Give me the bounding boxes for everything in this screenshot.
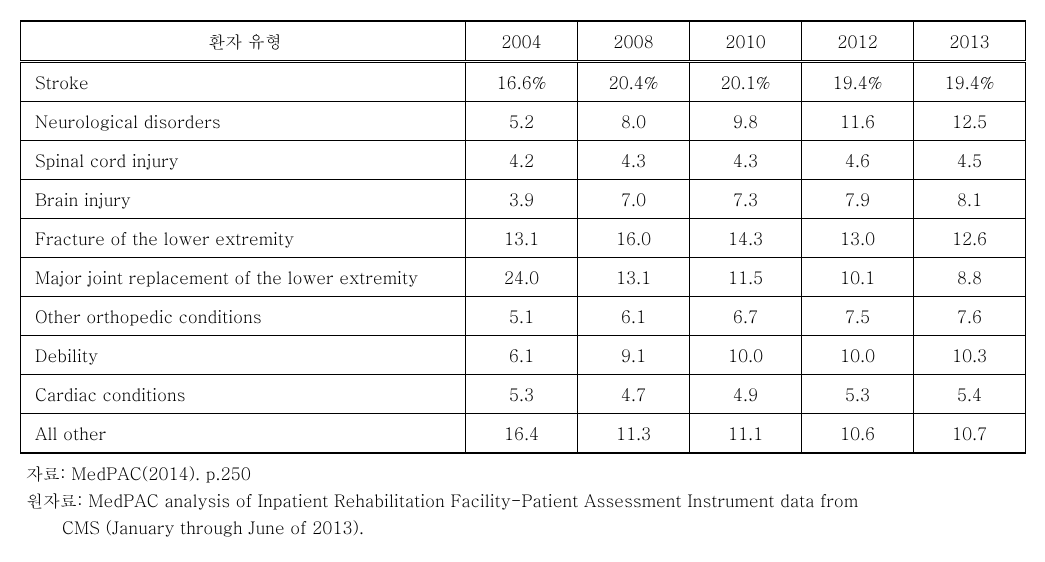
cell-value: 13.0 [802, 219, 914, 258]
cell-value: 11.5 [690, 258, 802, 297]
header-year: 2008 [578, 21, 690, 62]
cell-value: 8.1 [914, 180, 1026, 219]
cell-value: 10.0 [802, 336, 914, 375]
cell-value: 7.9 [802, 180, 914, 219]
row-label: Brain injury [21, 180, 466, 219]
cell-value: 12.6 [914, 219, 1026, 258]
cell-value: 20.1% [690, 62, 802, 102]
cell-value: 8.0 [578, 102, 690, 141]
table-row: Brain injury3.97.07.37.98.1 [21, 180, 1026, 219]
cell-value: 5.2 [466, 102, 578, 141]
table-row: Stroke16.6%20.4%20.1%19.4%19.4% [21, 62, 1026, 102]
cell-value: 5.4 [914, 375, 1026, 414]
cell-value: 11.6 [802, 102, 914, 141]
row-label: Spinal cord injury [21, 141, 466, 180]
table-row: Fracture of the lower extremity13.116.01… [21, 219, 1026, 258]
table-row: All other16.411.311.110.610.7 [21, 414, 1026, 454]
cell-value: 24.0 [466, 258, 578, 297]
cell-value: 11.3 [578, 414, 690, 454]
cell-value: 16.6% [466, 62, 578, 102]
cell-value: 10.3 [914, 336, 1026, 375]
header-year: 2010 [690, 21, 802, 62]
table-row: Major joint replacement of the lower ext… [21, 258, 1026, 297]
source-line: 원자료: MedPAC analysis of Inpatient Rehabi… [26, 487, 1025, 514]
row-label: Neurological disorders [21, 102, 466, 141]
source-notes: 자료: MedPAC(2014). p.250 원자료: MedPAC anal… [26, 460, 1025, 542]
source-line-indent: CMS (January through June of 2013). [26, 514, 1025, 541]
cell-value: 4.3 [690, 141, 802, 180]
cell-value: 4.2 [466, 141, 578, 180]
cell-value: 4.7 [578, 375, 690, 414]
cell-value: 7.0 [578, 180, 690, 219]
table-row: Other orthopedic conditions5.16.16.77.57… [21, 297, 1026, 336]
row-label: Other orthopedic conditions [21, 297, 466, 336]
cell-value: 16.0 [578, 219, 690, 258]
cell-value: 7.6 [914, 297, 1026, 336]
cell-value: 3.9 [466, 180, 578, 219]
cell-value: 10.0 [690, 336, 802, 375]
cell-value: 9.8 [690, 102, 802, 141]
cell-value: 4.6 [802, 141, 914, 180]
cell-value: 5.3 [802, 375, 914, 414]
cell-value: 10.7 [914, 414, 1026, 454]
cell-value: 6.1 [466, 336, 578, 375]
data-table-container: 환자 유형 2004 2008 2010 2012 2013 Stroke16.… [20, 20, 1025, 542]
table-row: Debility6.19.110.010.010.3 [21, 336, 1026, 375]
row-label: All other [21, 414, 466, 454]
row-label: Major joint replacement of the lower ext… [21, 258, 466, 297]
cell-value: 8.8 [914, 258, 1026, 297]
cell-value: 10.1 [802, 258, 914, 297]
cell-value: 6.7 [690, 297, 802, 336]
table-row: Neurological disorders5.28.09.811.612.5 [21, 102, 1026, 141]
row-label: Fracture of the lower extremity [21, 219, 466, 258]
cell-value: 5.3 [466, 375, 578, 414]
cell-value: 7.5 [802, 297, 914, 336]
cell-value: 19.4% [802, 62, 914, 102]
header-patient-type: 환자 유형 [21, 21, 466, 62]
cell-value: 7.3 [690, 180, 802, 219]
cell-value: 9.1 [578, 336, 690, 375]
cell-value: 5.1 [466, 297, 578, 336]
cell-value: 16.4 [466, 414, 578, 454]
cell-value: 11.1 [690, 414, 802, 454]
table-header-row: 환자 유형 2004 2008 2010 2012 2013 [21, 21, 1026, 62]
table-row: Spinal cord injury4.24.34.34.64.5 [21, 141, 1026, 180]
source-line: 자료: MedPAC(2014). p.250 [26, 460, 1025, 487]
cell-value: 4.9 [690, 375, 802, 414]
table-body: Stroke16.6%20.4%20.1%19.4%19.4%Neurologi… [21, 62, 1026, 454]
cell-value: 10.6 [802, 414, 914, 454]
row-label: Cardiac conditions [21, 375, 466, 414]
header-year: 2012 [802, 21, 914, 62]
header-year: 2013 [914, 21, 1026, 62]
cell-value: 13.1 [578, 258, 690, 297]
cell-value: 12.5 [914, 102, 1026, 141]
cell-value: 14.3 [690, 219, 802, 258]
cell-value: 4.5 [914, 141, 1026, 180]
table-row: Cardiac conditions5.34.74.95.35.4 [21, 375, 1026, 414]
cell-value: 20.4% [578, 62, 690, 102]
header-year: 2004 [466, 21, 578, 62]
patient-type-table: 환자 유형 2004 2008 2010 2012 2013 Stroke16.… [20, 20, 1026, 454]
row-label: Debility [21, 336, 466, 375]
row-label: Stroke [21, 62, 466, 102]
cell-value: 13.1 [466, 219, 578, 258]
cell-value: 6.1 [578, 297, 690, 336]
cell-value: 4.3 [578, 141, 690, 180]
cell-value: 19.4% [914, 62, 1026, 102]
